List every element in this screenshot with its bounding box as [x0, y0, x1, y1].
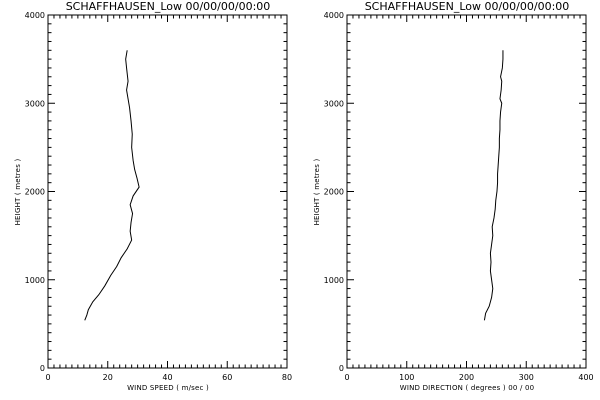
plot-frame — [346, 14, 587, 369]
y-tick-label: 1000 — [324, 276, 344, 285]
x-tick-label: 40 — [162, 373, 172, 382]
y-tick-label: 4000 — [25, 11, 45, 20]
y-tick-label: 0 — [339, 364, 344, 373]
x-axis-title: WIND SPEED ( m/sec ) — [127, 384, 209, 392]
y-tick-label: 2000 — [25, 188, 45, 197]
y-axis-title: HEIGHT ( metres ) — [14, 159, 22, 226]
profile-line — [483, 50, 504, 321]
x-tick-label: 400 — [578, 373, 593, 382]
y-tick-label: 2000 — [324, 188, 344, 197]
wind-speed-panel: SCHAFFHAUSEN_Low 00/00/00/00:00 WIND SPE… — [14, 0, 292, 392]
y-tick-label: 3000 — [25, 99, 45, 108]
x-tick-label: 200 — [459, 373, 474, 382]
y-tick-label: 1000 — [25, 276, 45, 285]
x-tick-label: 0 — [344, 373, 349, 382]
x-axis-title: WIND DIRECTION ( degrees ) 00 / 00 — [400, 384, 535, 392]
chart-title: SCHAFFHAUSEN_Low 00/00/00/00:00 — [365, 0, 570, 13]
x-tick-label: 0 — [45, 373, 50, 382]
wind-direction-panel: SCHAFFHAUSEN_Low 00/00/00/00:00 WIND DIR… — [313, 0, 594, 392]
x-tick-label: 100 — [399, 373, 414, 382]
y-tick-label: 4000 — [324, 11, 344, 20]
y-tick-label: 3000 — [324, 99, 344, 108]
x-tick-label: 60 — [222, 373, 232, 382]
x-tick-label: 80 — [282, 373, 292, 382]
y-axis-title: HEIGHT ( metres ) — [313, 159, 321, 226]
x-tick-label: 300 — [519, 373, 534, 382]
profile-line — [84, 50, 140, 321]
chart-title: SCHAFFHAUSEN_Low 00/00/00/00:00 — [66, 0, 271, 13]
y-tick-label: 0 — [40, 364, 45, 373]
plot-frame — [47, 14, 288, 369]
x-tick-label: 20 — [103, 373, 113, 382]
